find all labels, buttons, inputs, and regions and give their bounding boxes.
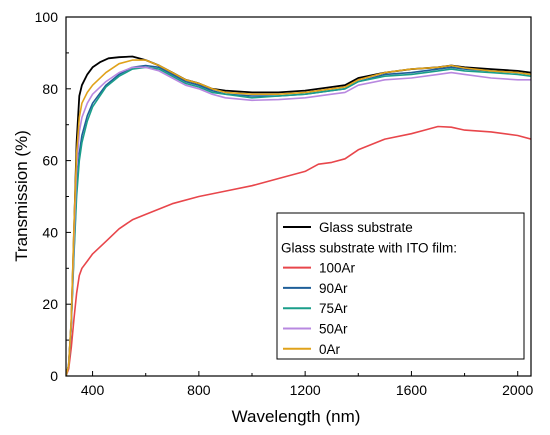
plot-area [66,55,531,376]
legend-label: 50Ar [319,322,348,337]
series-line-75ar [66,66,531,376]
y-tick-label: 80 [42,81,58,97]
y-tick-label: 20 [42,296,58,312]
y-tick-label: 60 [42,153,58,169]
x-tick-label: 2000 [502,382,533,398]
legend: Glass substrate Glass substrate with ITO … [276,212,525,360]
legend-label: 90Ar [319,281,348,296]
legend-label: 75Ar [319,301,348,316]
legend-label: 0Ar [319,342,341,357]
legend-label: 100Ar [319,261,356,276]
y-tick-label: 40 [42,224,58,240]
series-line-50ar [66,66,531,376]
series-line-100ar [66,125,531,376]
x-axis-label: Wavelength (nm) [232,407,361,426]
series-line-0ar [66,59,531,376]
x-tick-label: 400 [81,382,105,398]
y-tick-label: 100 [35,9,59,25]
y-tick-label: 0 [50,368,58,384]
series-line-90ar [66,64,531,376]
x-tick-label: 1200 [290,382,321,398]
axes: 400 800 1200 1600 2000 0 20 40 60 80 100 [35,9,534,398]
x-tick-label: 1600 [396,382,427,398]
x-tick-label: 800 [187,382,211,398]
legend-header: Glass substrate with ITO film: [281,240,457,255]
legend-label: Glass substrate [319,220,413,235]
legend-box [276,212,525,360]
y-axis-label: Transmission (%) [12,130,31,262]
